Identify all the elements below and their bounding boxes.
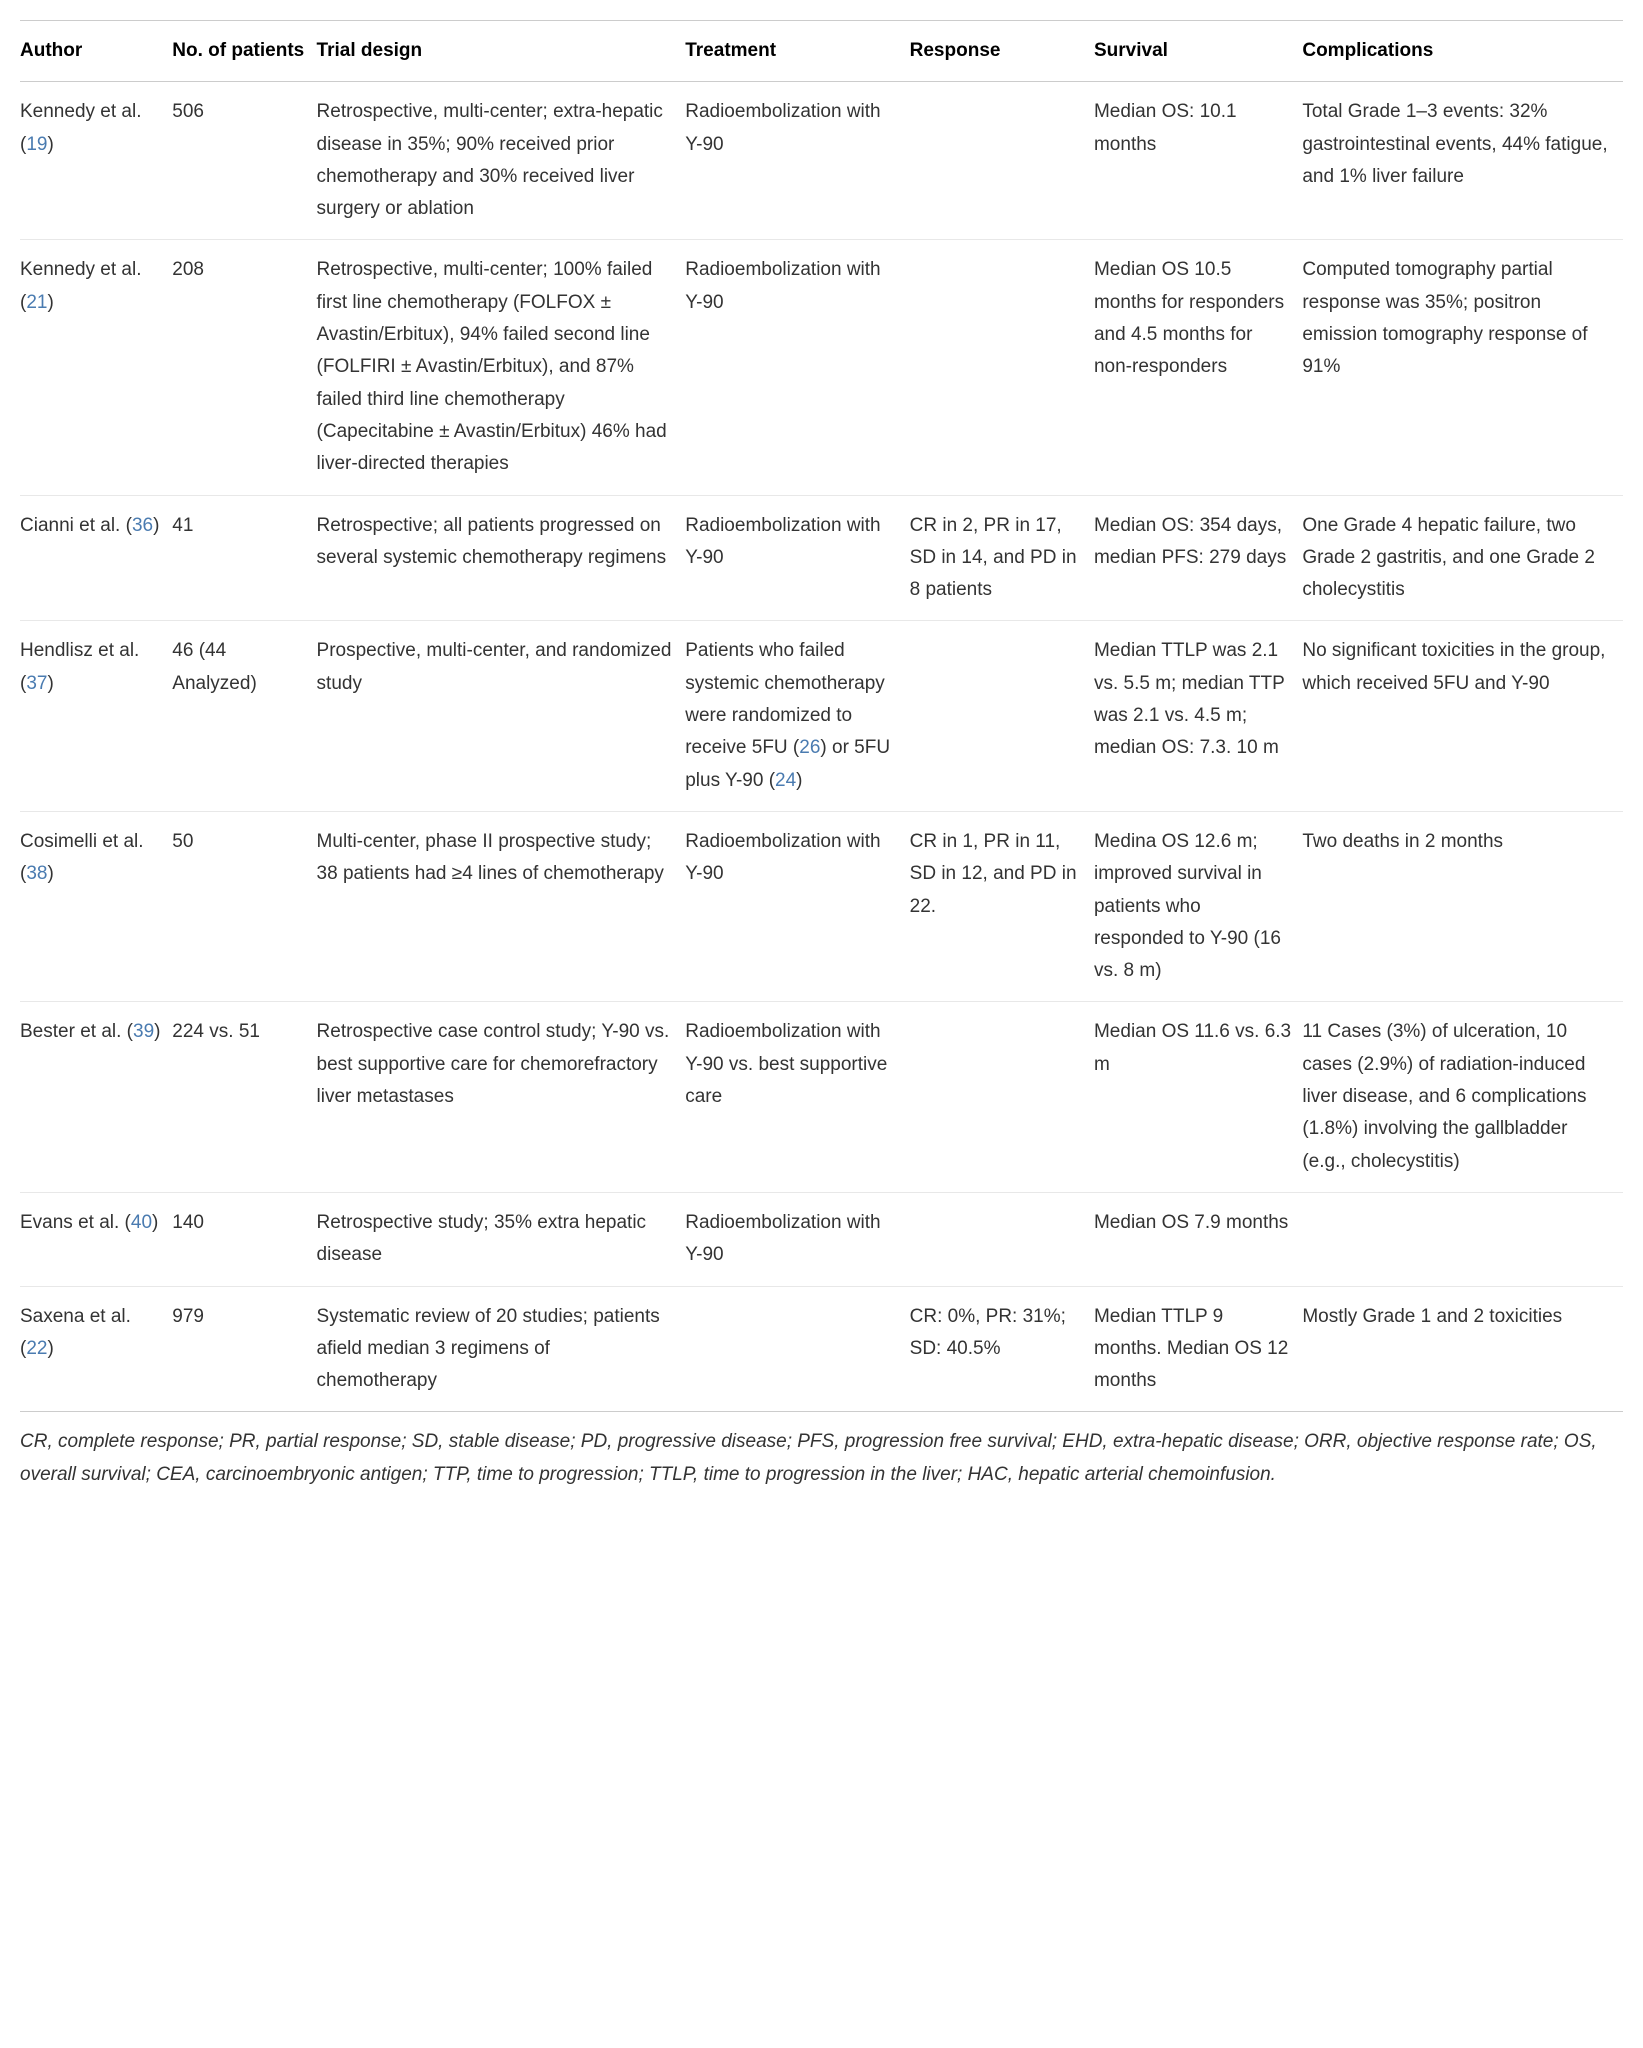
cell-response xyxy=(910,1002,1094,1192)
cell-complications: 11 Cases (3%) of ulceration, 10 cases (2… xyxy=(1302,1002,1623,1192)
cell-complications: Mostly Grade 1 and 2 toxicities xyxy=(1302,1286,1623,1412)
table-body: Kennedy et al. (19)506Retrospective, mul… xyxy=(20,82,1623,1412)
author-text: ) xyxy=(47,1338,53,1359)
cell-patients: 208 xyxy=(172,240,316,495)
author-text: ) xyxy=(47,673,53,694)
studies-table: Author No. of patients Trial design Trea… xyxy=(20,20,1623,1412)
reference-link[interactable]: 19 xyxy=(26,134,47,155)
cell-treatment: Radioembolization with Y-90 xyxy=(685,1192,909,1286)
cell-response: CR in 2, PR in 17, SD in 14, and PD in 8… xyxy=(910,495,1094,621)
cell-survival: Median OS: 10.1 months xyxy=(1094,82,1302,240)
cell-author: Bester et al. (39) xyxy=(20,1002,172,1192)
cell-author: Cosimelli et al. (38) xyxy=(20,811,172,1001)
cell-patients: 41 xyxy=(172,495,316,621)
cell-patients: 979 xyxy=(172,1286,316,1412)
cell-complications: One Grade 4 hepatic failure, two Grade 2… xyxy=(1302,495,1623,621)
col-header-survival: Survival xyxy=(1094,21,1302,82)
cell-patients: 50 xyxy=(172,811,316,1001)
reference-link[interactable]: 26 xyxy=(799,737,820,758)
author-text: Evans et al. ( xyxy=(20,1212,131,1233)
cell-response xyxy=(910,82,1094,240)
cell-complications: Computed tomography partial response was… xyxy=(1302,240,1623,495)
cell-complications: No significant toxicities in the group, … xyxy=(1302,621,1623,811)
cell-trial-design: Retrospective, multi-center; extra-hepat… xyxy=(317,82,686,240)
cell-survival: Median TTLP was 2.1 vs. 5.5 m; median TT… xyxy=(1094,621,1302,811)
cell-treatment: Radioembolization with Y-90 xyxy=(685,495,909,621)
cell-author: Kennedy et al. (19) xyxy=(20,82,172,240)
cell-trial-design: Retrospective case control study; Y-90 v… xyxy=(317,1002,686,1192)
cell-response xyxy=(910,1192,1094,1286)
cell-survival: Median OS 11.6 vs. 6.3 m xyxy=(1094,1002,1302,1192)
table-row: Saxena et al. (22)979Systematic review o… xyxy=(20,1286,1623,1412)
author-text: ) xyxy=(47,134,53,155)
reference-link[interactable]: 38 xyxy=(26,863,47,884)
cell-survival: Median OS 10.5 months for responders and… xyxy=(1094,240,1302,495)
cell-trial-design: Retrospective study; 35% extra hepatic d… xyxy=(317,1192,686,1286)
author-text: ) xyxy=(154,1021,160,1042)
cell-author: Hendlisz et al. (37) xyxy=(20,621,172,811)
col-header-trial: Trial design xyxy=(317,21,686,82)
cell-trial-design: Prospective, multi-center, and randomize… xyxy=(317,621,686,811)
cell-treatment: Radioembolization with Y-90 xyxy=(685,811,909,1001)
cell-response xyxy=(910,240,1094,495)
cell-complications xyxy=(1302,1192,1623,1286)
cell-trial-design: Retrospective, multi-center; 100% failed… xyxy=(317,240,686,495)
cell-trial-design: Systematic review of 20 studies; patient… xyxy=(317,1286,686,1412)
col-header-treatment: Treatment xyxy=(685,21,909,82)
cell-patients: 224 vs. 51 xyxy=(172,1002,316,1192)
cell-treatment: Radioembolization with Y-90 xyxy=(685,82,909,240)
cell-survival: Median TTLP 9 months. Median OS 12 month… xyxy=(1094,1286,1302,1412)
cell-survival: Median OS 7.9 months xyxy=(1094,1192,1302,1286)
col-header-author: Author xyxy=(20,21,172,82)
table-row: Kennedy et al. (19)506Retrospective, mul… xyxy=(20,82,1623,240)
cell-author: Kennedy et al. (21) xyxy=(20,240,172,495)
table-row: Evans et al. (40)140Retrospective study;… xyxy=(20,1192,1623,1286)
table-header: Author No. of patients Trial design Trea… xyxy=(20,21,1623,82)
reference-link[interactable]: 36 xyxy=(132,515,153,536)
reference-link[interactable]: 22 xyxy=(26,1338,47,1359)
cell-trial-design: Multi-center, phase II prospective study… xyxy=(317,811,686,1001)
cell-treatment xyxy=(685,1286,909,1412)
author-text: Cianni et al. ( xyxy=(20,515,132,536)
reference-link[interactable]: 37 xyxy=(26,673,47,694)
table-row: Hendlisz et al. (37)46 (44 Analyzed)Pros… xyxy=(20,621,1623,811)
col-header-complications: Complications xyxy=(1302,21,1623,82)
author-text: ) xyxy=(153,515,159,536)
table-row: Bester et al. (39)224 vs. 51Retrospectiv… xyxy=(20,1002,1623,1192)
cell-response: CR: 0%, PR: 31%; SD: 40.5% xyxy=(910,1286,1094,1412)
table-row: Cianni et al. (36)41Retrospective; all p… xyxy=(20,495,1623,621)
cell-survival: Median OS: 354 days, median PFS: 279 day… xyxy=(1094,495,1302,621)
table-footnote: CR, complete response; PR, partial respo… xyxy=(20,1412,1623,1505)
reference-link[interactable]: 21 xyxy=(26,292,47,313)
cell-patients: 140 xyxy=(172,1192,316,1286)
cell-complications: Total Grade 1–3 events: 32% gastrointest… xyxy=(1302,82,1623,240)
cell-patients: 46 (44 Analyzed) xyxy=(172,621,316,811)
cell-treatment: Radioembolization with Y-90 vs. best sup… xyxy=(685,1002,909,1192)
author-text: ) xyxy=(47,292,53,313)
col-header-response: Response xyxy=(910,21,1094,82)
cell-treatment: Patients who failed systemic chemotherap… xyxy=(685,621,909,811)
table-row: Cosimelli et al. (38)50Multi-center, pha… xyxy=(20,811,1623,1001)
cell-complications: Two deaths in 2 months xyxy=(1302,811,1623,1001)
cell-patients: 506 xyxy=(172,82,316,240)
cell-author: Cianni et al. (36) xyxy=(20,495,172,621)
cell-treatment: Radioembolization with Y-90 xyxy=(685,240,909,495)
author-text: ) xyxy=(152,1212,158,1233)
cell-response xyxy=(910,621,1094,811)
reference-link[interactable]: 39 xyxy=(133,1021,154,1042)
author-text: ) xyxy=(47,863,53,884)
treatment-text: ) xyxy=(796,770,802,791)
cell-trial-design: Retrospective; all patients progressed o… xyxy=(317,495,686,621)
cell-survival: Medina OS 12.6 m; improved survival in p… xyxy=(1094,811,1302,1001)
table-row: Kennedy et al. (21)208Retrospective, mul… xyxy=(20,240,1623,495)
cell-response: CR in 1, PR in 11, SD in 12, and PD in 2… xyxy=(910,811,1094,1001)
cell-author: Saxena et al. (22) xyxy=(20,1286,172,1412)
author-text: Bester et al. ( xyxy=(20,1021,133,1042)
col-header-patients: No. of patients xyxy=(172,21,316,82)
reference-link[interactable]: 24 xyxy=(775,770,796,791)
cell-author: Evans et al. (40) xyxy=(20,1192,172,1286)
reference-link[interactable]: 40 xyxy=(131,1212,152,1233)
